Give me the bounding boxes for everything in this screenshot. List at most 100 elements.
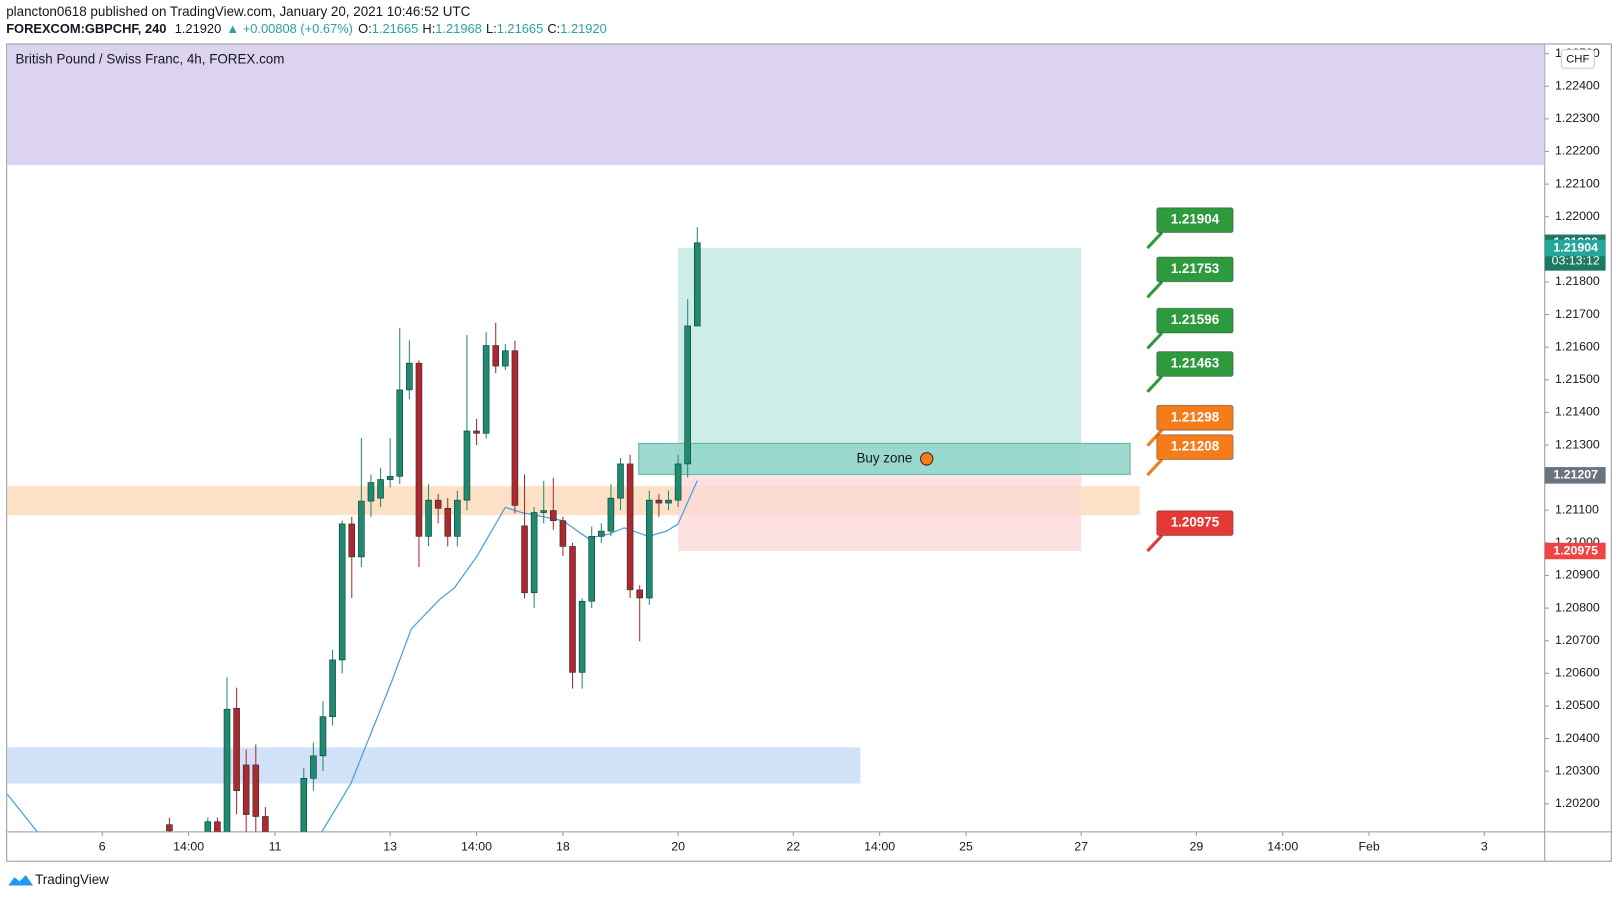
candle-body: [406, 362, 413, 391]
candle-body: [607, 497, 615, 532]
candle-body: [214, 821, 221, 832]
change: ▲ +0.00808 (+0.67%): [226, 21, 353, 36]
candle-body: [693, 242, 701, 327]
axis-tag-label: 1.20975: [1553, 543, 1598, 557]
footer: TradingView: [35, 872, 109, 887]
candle-body: [665, 499, 672, 504]
candle-body: [166, 824, 173, 832]
x-tick-label: 14:00: [1267, 840, 1298, 854]
x-tick-label: 20: [671, 840, 685, 854]
y-tick-label: 1.20300: [1555, 763, 1600, 777]
moving-average: [7, 480, 698, 832]
price-tag-pointer: [1146, 375, 1164, 393]
y-tick-label: 1.20500: [1555, 698, 1600, 712]
plot-area: [7, 44, 1545, 832]
candle-body: [492, 345, 500, 367]
x-tick-label: 3: [1481, 840, 1488, 854]
buy-zone-icon: [920, 452, 934, 466]
legend-line: FOREXCOM:GBPCHF, 240 1.21920 ▲ +0.00808 (+…: [6, 21, 607, 36]
y-tick-label: 1.21700: [1555, 307, 1600, 321]
axis-tag: [1544, 542, 1606, 560]
candle-body: [252, 764, 260, 817]
price-tag-label: 1.21753: [1171, 261, 1219, 276]
candle-body: [521, 525, 528, 594]
x-tick-label: 14:00: [173, 840, 204, 854]
price-tag-pointer: [1146, 331, 1164, 350]
candle-body: [329, 659, 336, 718]
last: 1.21920: [175, 21, 222, 36]
candle-body: [598, 530, 605, 537]
y-tick-label: 1.21800: [1555, 274, 1600, 288]
candle-body: [319, 716, 327, 757]
y-tick-label: 1.22400: [1555, 79, 1600, 93]
candle-body: [550, 510, 557, 521]
frame: [6, 43, 1612, 862]
position-profit: [678, 248, 1082, 476]
axis-tag-label: 1.21904: [1553, 240, 1598, 254]
y-tick-label: 1.21300: [1555, 437, 1600, 451]
x-tick-label: 29: [1189, 840, 1203, 854]
y-tick-label: 1.22100: [1555, 176, 1600, 190]
x-tick-label: 14:00: [864, 840, 895, 854]
x-tick-label: 18: [556, 840, 570, 854]
o-value: 1.21665: [372, 21, 419, 36]
candle-body: [655, 499, 663, 504]
y-tick-label: 1.22000: [1555, 209, 1600, 223]
o-label: O:: [358, 21, 372, 36]
l-value: 1.21665: [497, 21, 544, 36]
candle-body: [626, 463, 634, 591]
candle-body: [310, 755, 317, 779]
candle-body: [415, 362, 423, 537]
candle-body: [540, 510, 548, 513]
symbol: FOREXCOM:GBPCHF, 240: [6, 21, 166, 36]
x-tick-label: 11: [269, 840, 282, 854]
currency-button: [1560, 49, 1595, 69]
candle-body: [511, 350, 519, 506]
currency: CHF: [1566, 53, 1589, 65]
y-tick-label: 1.22300: [1555, 111, 1600, 125]
price-tag-pointer: [1146, 458, 1164, 477]
x-tick-label: Feb: [1358, 840, 1379, 854]
logo: [8, 875, 34, 886]
y-tick-label: 1.22200: [1555, 144, 1600, 158]
price-tag: [1156, 404, 1234, 431]
h-label: H:: [422, 21, 435, 36]
countdown: 03:13:12: [1552, 254, 1600, 268]
x-tick-label: 14:00: [461, 840, 492, 854]
price-tag: [1156, 307, 1234, 334]
price-tag-pointer: [1146, 534, 1164, 553]
candle-body: [530, 512, 538, 594]
y-tick-label: 1.21400: [1555, 405, 1600, 419]
candle-body: [617, 463, 624, 499]
price-tag-label: 1.20975: [1171, 515, 1220, 530]
price-tag-label: 1.21463: [1171, 356, 1219, 371]
candle-body: [242, 764, 250, 815]
candle-body: [300, 778, 308, 832]
y-tick-label: 1.21600: [1555, 339, 1600, 353]
candle-body: [463, 430, 471, 501]
candle-body: [473, 430, 480, 434]
price-tag: [1156, 434, 1234, 461]
candle-body: [674, 463, 682, 501]
price-tag: [1156, 256, 1234, 283]
c-value: 1.21920: [560, 21, 607, 36]
x-tick-label: 27: [1074, 840, 1088, 854]
buy-zone: [638, 442, 1131, 475]
candle-body: [377, 479, 384, 499]
candle-body: [367, 482, 375, 502]
y-tick-label: 1.20900: [1555, 568, 1600, 582]
candle-body: [444, 507, 452, 537]
price-tag-pointer: [1146, 231, 1164, 250]
candle-body: [636, 589, 643, 599]
y-tick-label: 1.20400: [1555, 731, 1600, 745]
publisher: plancton0618 published on TradingView.co…: [6, 4, 470, 19]
price-tag: [1156, 207, 1234, 234]
candle-body: [233, 707, 240, 792]
x-tick-label: 25: [959, 840, 973, 854]
price-tag-label: 1.21208: [1171, 439, 1220, 454]
candle-body: [223, 708, 231, 832]
axis-tag: [1544, 467, 1606, 484]
y-tick-label: 1.20600: [1555, 666, 1600, 680]
candle-body: [502, 350, 509, 367]
x-tick-label: 13: [383, 840, 397, 854]
